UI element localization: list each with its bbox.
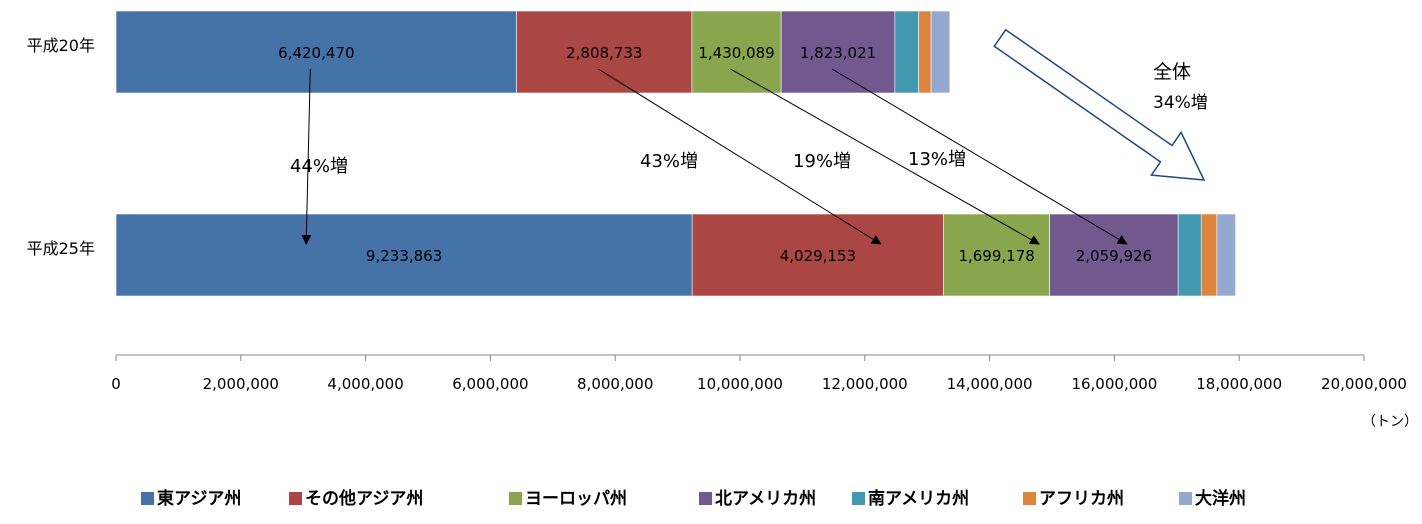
x-tick-label: 16,000,000: [1071, 375, 1157, 393]
bar-segment: [115, 10, 517, 94]
bars-layer: [115, 10, 1236, 297]
bar-segment: [1177, 213, 1202, 297]
bar-value-label: 6,420,470: [278, 44, 354, 62]
legend: 東アジア州 その他アジア州 ヨーロッパ州 北アメリカ州 南アメリカ州 アフリカ州 大洋州: [141, 488, 1246, 509]
growth-label: 13%増: [908, 149, 966, 170]
x-axis: 0 2,000,000 4,000,000 6,000,000 8,000,000 10,…: [111, 354, 1418, 430]
growth-label: 19%増: [793, 151, 851, 172]
legend-swatch: [141, 492, 154, 505]
x-tick-label: 0: [111, 375, 121, 393]
legend-label: アフリカ州: [1039, 489, 1124, 509]
bar-segment: [943, 213, 1050, 297]
growth-arrow: [831, 68, 1128, 245]
x-tick-label: 12,000,000: [822, 375, 908, 393]
category-label: 平成20年: [27, 36, 95, 55]
bar-value-label: 2,059,926: [1076, 247, 1152, 265]
bar-segment: [894, 10, 919, 94]
growth-arrow: [598, 68, 882, 245]
legend-label: 南アメリカ州: [868, 488, 969, 509]
bar-segment: [1200, 213, 1218, 297]
growth-arrows-layer: 44%増 43%増 19%増 13%増: [290, 68, 1128, 245]
legend-label: 北アメリカ州: [715, 489, 816, 509]
legend-swatch: [1023, 492, 1036, 505]
legend-swatch: [509, 492, 522, 505]
growth-label: 43%増: [640, 151, 698, 172]
unit-label: （トン）: [1362, 414, 1418, 430]
x-tick-label: 6,000,000: [452, 375, 528, 393]
bar-value-label: 1,699,178: [958, 247, 1034, 265]
bar-segment: [691, 213, 944, 297]
bar-segment: [1049, 213, 1179, 297]
growth-arrow: [730, 68, 1040, 245]
bar-value-label: 2,808,733: [566, 44, 642, 62]
bar-value-label: 1,823,021: [800, 44, 876, 62]
bar-segment: [780, 10, 896, 94]
legend-swatch: [289, 492, 302, 505]
bar-segment: [918, 10, 932, 94]
bar-segment: [1216, 213, 1236, 297]
bar-value-label: 4,029,153: [780, 247, 856, 265]
bar-segment: [516, 10, 693, 94]
x-tick-label: 10,000,000: [697, 375, 783, 393]
total-label-line2: 34%増: [1153, 93, 1208, 113]
total-growth-arrow: [993, 28, 1206, 181]
legend-swatch: [852, 492, 865, 505]
x-tick-label: 18,000,000: [1196, 375, 1282, 393]
x-tick-label: 4,000,000: [327, 375, 403, 393]
growth-label: 44%増: [290, 156, 348, 177]
data-labels-layer: 6,420,470 2,808,733 1,430,089 1,823,021 9,23…: [278, 44, 1152, 265]
bar-value-label: 9,233,863: [366, 247, 442, 265]
legend-swatch: [1179, 492, 1192, 505]
legend-label: その他アジア州: [305, 488, 423, 509]
legend-swatch: [699, 492, 712, 505]
bar-segment: [930, 10, 951, 94]
total-label-line1: 全体: [1153, 61, 1191, 83]
x-tick-label: 14,000,000: [947, 375, 1033, 393]
bar-segment: [691, 10, 782, 94]
x-tick-label: 2,000,000: [203, 375, 279, 393]
growth-arrow: [301, 68, 312, 245]
category-label: 平成25年: [27, 239, 95, 258]
x-tick-label: 20,000,000: [1321, 375, 1407, 393]
x-tick-label: 8,000,000: [577, 375, 653, 393]
legend-label: 東アジア州: [157, 488, 241, 509]
total-growth-annotation: 全体 34%増: [993, 28, 1208, 181]
legend-label: ヨーロッパ州: [525, 489, 627, 509]
bar-value-label: 1,430,089: [698, 44, 774, 62]
legend-label: 大洋州: [1195, 488, 1246, 509]
bar-segment: [115, 213, 693, 297]
